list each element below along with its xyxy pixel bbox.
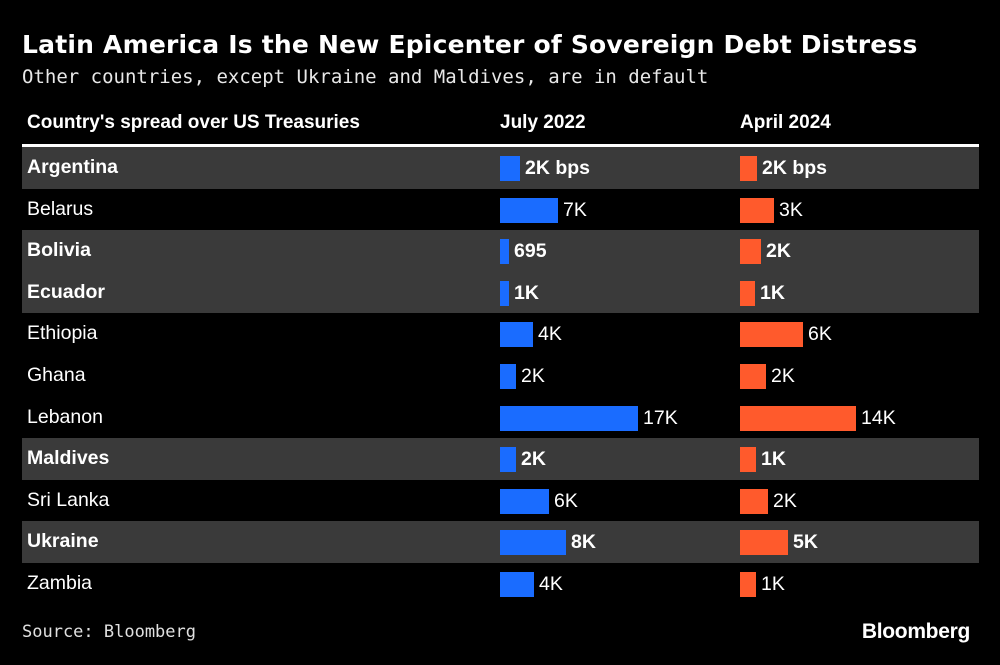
bar-july-2022-zambia [500, 571, 534, 597]
bar-july-2022-ethiopia [500, 322, 533, 348]
value-label-april-2024: 2K [773, 489, 797, 512]
bar-april-2024-maldives [740, 447, 756, 473]
country-label: Ghana [27, 363, 86, 386]
value-label-april-2024: 14K [861, 406, 896, 429]
bloomberg-logo: Bloomberg [861, 620, 970, 643]
chart-title: Latin America Is the New Epicenter of So… [22, 30, 918, 59]
bar-table: Argentina 2K bps 2K bps Belarus 7K 3K Bolivia 6… [22, 147, 979, 605]
bar-july-2022-sri-lanka [500, 488, 549, 514]
country-label: Ecuador [27, 280, 106, 303]
table-row-lebanon: Lebanon 17K 14K [22, 397, 979, 439]
value-label-july-2022: 8K [571, 531, 596, 554]
country-label: Ukraine [27, 530, 99, 553]
bar-july-2022-ecuador [500, 280, 509, 306]
bar-april-2024-lebanon [740, 405, 856, 431]
table-row-ukraine: Ukraine 8K 5K [22, 521, 979, 563]
country-label: Bolivia [27, 239, 91, 262]
table-row-ethiopia: Ethiopia 4K 6K [22, 313, 979, 355]
table-row-argentina: Argentina 2K bps 2K bps [22, 147, 979, 189]
value-label-july-2022: 17K [643, 406, 678, 429]
bar-april-2024-zambia [740, 571, 756, 597]
bar-july-2022-bolivia [500, 239, 509, 265]
value-label-july-2022: 1K [514, 281, 539, 304]
bar-july-2022-maldives [500, 447, 516, 473]
bar-april-2024-belarus [740, 197, 774, 223]
table-row-ghana: Ghana 2K 2K [22, 355, 979, 397]
bar-july-2022-ghana [500, 363, 516, 389]
bar-april-2024-ethiopia [740, 322, 803, 348]
value-label-april-2024: 2K [766, 240, 791, 263]
value-label-july-2022: 7K [563, 198, 587, 221]
value-label-april-2024: 3K [779, 198, 803, 221]
value-label-july-2022: 2K bps [525, 157, 591, 179]
bar-april-2024-sri-lanka [740, 488, 768, 514]
country-label: Sri Lanka [27, 488, 110, 511]
country-label: Ethiopia [27, 322, 98, 345]
value-label-april-2024: 5K [793, 531, 818, 554]
table-row-maldives: Maldives 2K 1K [22, 438, 979, 480]
value-label-july-2022: 2K [521, 364, 545, 387]
table-row-sri-lanka: Sri Lanka 6K 2K [22, 480, 979, 522]
table-row-belarus: Belarus 7K 3K [22, 189, 979, 231]
header-rule [22, 144, 979, 147]
value-label-july-2022: 695 [514, 240, 547, 263]
bar-april-2024-ecuador [740, 280, 755, 306]
bar-april-2024-bolivia [740, 239, 761, 265]
value-label-april-2024: 2K [771, 364, 795, 387]
value-label-july-2022: 4K [539, 572, 563, 595]
country-label: Belarus [27, 197, 94, 220]
column-header-april-2024: April 2024 [740, 112, 831, 133]
value-label-july-2022: 2K [521, 448, 546, 471]
bar-april-2024-argentina [740, 156, 757, 181]
source-note: Source: Bloomberg [22, 622, 196, 642]
bar-july-2022-belarus [500, 197, 558, 223]
country-label: Lebanon [27, 405, 103, 428]
table-row-ecuador: Ecuador 1K 1K [22, 271, 979, 314]
table-row-zambia: Zambia 4K 1K [22, 563, 979, 605]
value-label-april-2024: 1K [761, 572, 785, 595]
country-label: Zambia [27, 571, 93, 594]
column-header-country: Country's spread over US Treasuries [27, 112, 360, 133]
value-label-july-2022: 6K [554, 489, 578, 512]
chart-subtitle: Other countries, except Ukraine and Mald… [22, 66, 709, 88]
bar-july-2022-lebanon [500, 405, 638, 431]
bar-april-2024-ukraine [740, 530, 788, 556]
value-label-april-2024: 1K [760, 281, 785, 304]
value-label-april-2024: 2K bps [762, 157, 828, 179]
column-header-july-2022: July 2022 [500, 112, 586, 133]
country-label: Maldives [27, 447, 110, 470]
bar-july-2022-ukraine [500, 530, 566, 556]
value-label-april-2024: 6K [808, 323, 832, 346]
country-label: Argentina [27, 156, 119, 178]
value-label-july-2022: 4K [538, 323, 562, 346]
value-label-april-2024: 1K [761, 448, 786, 471]
bar-july-2022-argentina [500, 156, 520, 181]
table-row-bolivia: Bolivia 695 2K [22, 230, 979, 272]
bar-april-2024-ghana [740, 363, 766, 389]
